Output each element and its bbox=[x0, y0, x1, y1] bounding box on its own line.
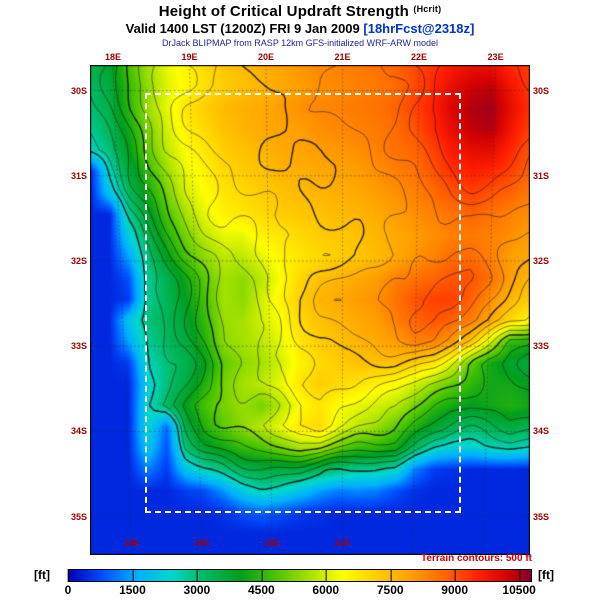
lat-label-left: 30S bbox=[70, 85, 87, 96]
lat-label-right: 30S bbox=[533, 85, 550, 96]
lat-label-left: 31S bbox=[70, 170, 87, 181]
lat-label-left: 35S bbox=[70, 511, 87, 522]
lat-label-left: 32S bbox=[70, 256, 87, 266]
plot-title-suffix: (Hcrit) bbox=[413, 4, 442, 14]
colorbar-tick-label: 1500 bbox=[119, 569, 146, 597]
lon-label-top: 20E bbox=[257, 52, 275, 62]
lat-label-right: 31S bbox=[533, 170, 550, 181]
lon-label-bottom: 18E bbox=[123, 538, 140, 548]
colorbar-tick-label: 10500 bbox=[502, 569, 536, 597]
colorbar-unit-right: [ft] bbox=[538, 568, 554, 582]
lat-label-right: 35S bbox=[533, 511, 550, 522]
lat-label-left: 33S bbox=[70, 341, 87, 352]
model-info-line: DrJack BLIPMAP from RASP 12km GFS-initia… bbox=[161, 38, 439, 48]
lon-label-top: 18E bbox=[104, 52, 121, 62]
colorbar-tick-label: 3000 bbox=[183, 569, 211, 597]
colorbar-unit-left: [ft] bbox=[34, 568, 50, 582]
colorbar-tick-label: 4500 bbox=[247, 569, 275, 597]
lon-label-top: 21E bbox=[334, 52, 351, 62]
map-canvas bbox=[90, 65, 530, 555]
valid-time-text: Valid 1400 LST (1200Z) FRI 9 Jan 2009 bbox=[125, 21, 360, 36]
map-area: 18E 19E 20E 21E 22E 23E 18E 19E 20E 21E 30S 31S 32S 3… bbox=[71, 52, 549, 555]
header: Height of Critical Updraft Strength (Hcr… bbox=[0, 3, 600, 48]
colorbar bbox=[68, 569, 532, 582]
colorbar-tick-label: 6000 bbox=[312, 569, 340, 597]
colorbar-tick-label: 0 bbox=[64, 569, 72, 597]
plot-title: Height of Critical Updraft Strength (Hcr… bbox=[0, 3, 600, 20]
lon-label-bottom: 21E bbox=[334, 538, 351, 548]
lon-label-top: 19E bbox=[181, 52, 198, 62]
valid-time-line: Valid 1400 LST (1200Z) FRI 9 Jan 2009 [1… bbox=[0, 21, 600, 36]
lat-label-right: 34S bbox=[533, 426, 550, 437]
lat-label-right: 32S bbox=[533, 256, 550, 266]
terrain-contours-note: Terrain contours: 500 ft bbox=[421, 553, 532, 564]
lon-label-bottom: 20E bbox=[264, 538, 281, 548]
lon-label-top: 22E bbox=[411, 52, 428, 62]
colorbar-tick-label: 9000 bbox=[441, 569, 469, 597]
lon-label-bottom: 19E bbox=[194, 538, 211, 548]
lat-label-left: 34S bbox=[70, 426, 87, 437]
forecast-tag: [18hrFcst@2318z] bbox=[363, 21, 475, 36]
lat-label-right: 33S bbox=[533, 341, 550, 352]
plot-title-text: Height of Critical Updraft Strength bbox=[158, 3, 410, 20]
colorbar-tick-label: 7500 bbox=[376, 569, 404, 597]
lon-label-top: 23E bbox=[487, 52, 504, 62]
